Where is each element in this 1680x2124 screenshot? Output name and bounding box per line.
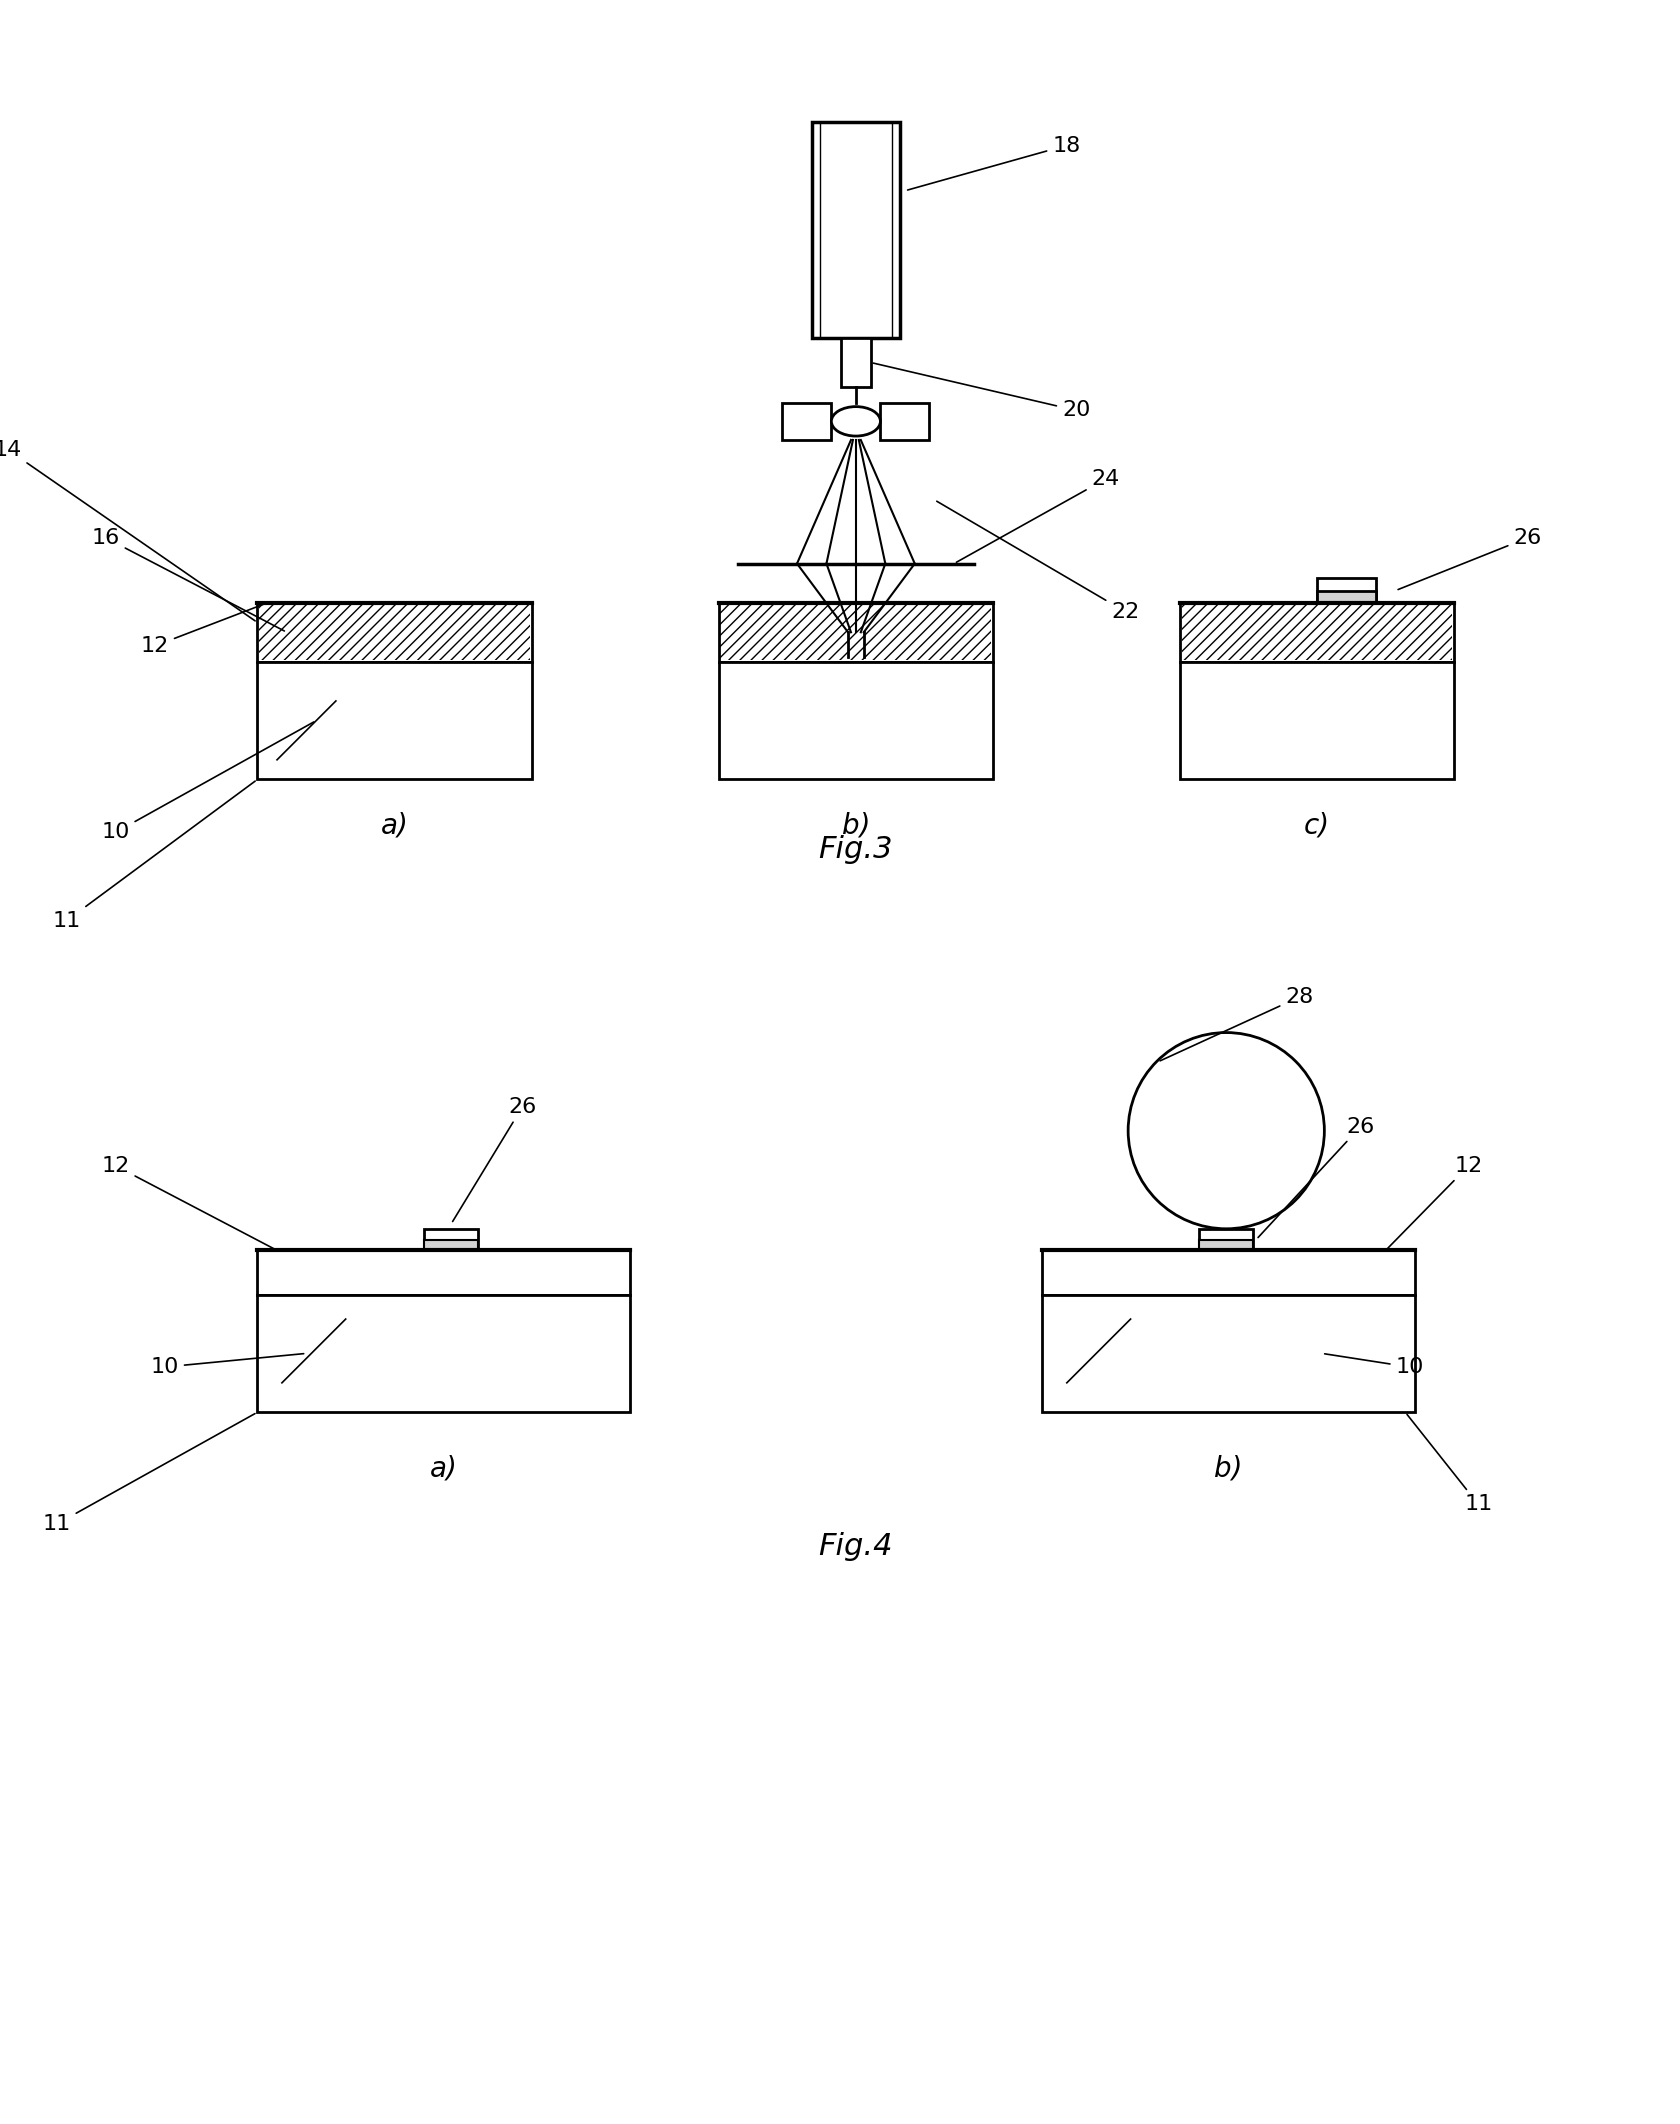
Text: 26: 26 [452, 1096, 536, 1221]
Text: 10: 10 [151, 1353, 304, 1376]
Text: 14: 14 [0, 440, 255, 620]
Text: Fig.3: Fig.3 [818, 835, 892, 864]
Text: 26: 26 [1398, 529, 1541, 590]
Text: 11: 11 [52, 782, 255, 930]
Bar [1179, 603, 1453, 663]
Text: 11: 11 [42, 1415, 255, 1534]
Bar [781, 404, 832, 440]
Text: 16: 16 [92, 529, 284, 631]
Bar [1179, 663, 1453, 780]
Text: 28: 28 [1159, 988, 1312, 1060]
Text: 11: 11 [1406, 1415, 1492, 1514]
Bar [1198, 1230, 1253, 1251]
Text: 12: 12 [101, 1155, 274, 1249]
Bar [423, 1230, 477, 1251]
Text: c): c) [1304, 811, 1329, 839]
Bar [257, 603, 533, 663]
Bar [1042, 1294, 1415, 1412]
Bar [880, 404, 929, 440]
Text: b): b) [842, 811, 870, 839]
Bar [257, 1251, 630, 1294]
Bar [1315, 578, 1374, 603]
Text: Fig.4: Fig.4 [818, 1531, 892, 1561]
Bar [257, 1294, 630, 1412]
Text: 26: 26 [1257, 1117, 1374, 1238]
Text: 12: 12 [141, 603, 264, 656]
Text: 10: 10 [1324, 1353, 1423, 1376]
Text: 22: 22 [936, 501, 1139, 622]
Text: 24: 24 [956, 469, 1119, 563]
Bar [721, 605, 991, 661]
Bar [717, 603, 993, 663]
Bar [1315, 590, 1374, 603]
Bar [257, 663, 533, 780]
Text: 12: 12 [1386, 1155, 1482, 1249]
Text: a): a) [381, 811, 408, 839]
Bar [1042, 1251, 1415, 1294]
Bar [811, 121, 899, 338]
Bar [1198, 1240, 1253, 1251]
Bar [1181, 605, 1452, 661]
Bar [717, 663, 993, 780]
Text: 20: 20 [874, 363, 1090, 421]
Bar [840, 338, 870, 387]
Bar [259, 605, 529, 661]
Bar [423, 1240, 477, 1251]
Ellipse shape [832, 406, 880, 435]
Text: 10: 10 [101, 722, 314, 843]
Text: a): a) [430, 1455, 457, 1483]
Text: b): b) [1213, 1455, 1242, 1483]
Text: 18: 18 [907, 136, 1080, 189]
